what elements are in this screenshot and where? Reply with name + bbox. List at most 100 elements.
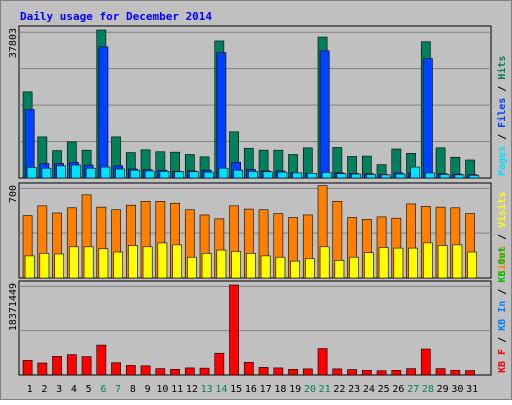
x-tick-label-16: 16 bbox=[245, 384, 257, 395]
bar-sites-day-23 bbox=[349, 256, 359, 279]
bar-sites-day-8 bbox=[128, 245, 138, 279]
bar-pages-day-28 bbox=[425, 172, 435, 179]
legend-entry-kb-f: KB F bbox=[497, 349, 508, 373]
x-tick-label-9: 9 bbox=[145, 384, 151, 395]
bar-kb-f-day-31 bbox=[465, 370, 475, 376]
x-tick-label-25: 25 bbox=[378, 384, 390, 395]
bar-pages-day-2 bbox=[41, 167, 52, 179]
bar-pages-day-23 bbox=[351, 173, 362, 179]
bar-sites-day-17 bbox=[260, 255, 271, 279]
bar-sites-day-11 bbox=[172, 244, 182, 279]
bar-pages-day-26 bbox=[395, 173, 406, 179]
bar-sites-day-22 bbox=[334, 260, 345, 279]
bar-kb-f-day-24 bbox=[361, 370, 372, 376]
bar-files-day-21 bbox=[319, 50, 330, 179]
bar-pages-day-11 bbox=[174, 171, 185, 179]
bar-kb-f-day-22 bbox=[332, 368, 343, 376]
bar-pages-day-17 bbox=[262, 171, 273, 179]
bar-pages-day-31 bbox=[469, 174, 480, 179]
legend-entry-files: Files bbox=[496, 98, 508, 128]
bar-sites-day-3 bbox=[54, 253, 65, 279]
legend-entry-visits: Visits bbox=[496, 192, 508, 228]
bar-sites-day-28 bbox=[423, 242, 433, 279]
bar-sites-day-1 bbox=[24, 255, 35, 279]
bar-sites-day-29 bbox=[437, 245, 448, 279]
x-tick-label-27: 27 bbox=[407, 384, 419, 395]
bar-kb-f-day-11 bbox=[170, 369, 180, 376]
x-tick-label-20: 20 bbox=[304, 384, 316, 395]
x-tick-label-10: 10 bbox=[156, 384, 168, 395]
bar-sites-day-2 bbox=[39, 253, 50, 279]
bar-kb-f-day-10 bbox=[155, 368, 166, 376]
bar-kb-f-day-16 bbox=[243, 361, 254, 376]
legend-separator: / bbox=[497, 228, 508, 246]
bar-kb-f-day-5 bbox=[81, 356, 92, 376]
bar-pages-day-6 bbox=[100, 166, 111, 179]
bar-files-day-6 bbox=[98, 46, 109, 179]
bar-pages-day-14 bbox=[218, 167, 229, 179]
bar-kb-f-day-9 bbox=[140, 365, 151, 376]
x-tick-label-19: 19 bbox=[289, 384, 301, 395]
bar-pages-day-16 bbox=[248, 171, 258, 179]
bar-files-day-14 bbox=[216, 52, 227, 179]
bar-sites-day-5 bbox=[83, 246, 94, 279]
bar-pages-day-7 bbox=[115, 168, 126, 179]
x-tick-label-21: 21 bbox=[319, 384, 331, 395]
bar-pages-day-21 bbox=[321, 172, 332, 179]
bar-pages-day-4 bbox=[71, 164, 81, 179]
x-tick-label-5: 5 bbox=[86, 384, 92, 395]
legend-separator: / bbox=[497, 283, 508, 301]
bar-sites-day-30 bbox=[452, 244, 463, 279]
bar-sites-day-25 bbox=[378, 247, 389, 279]
bar-kb-f-day-27 bbox=[406, 368, 416, 376]
x-tick-label-1: 1 bbox=[27, 384, 33, 395]
bar-pages-day-24 bbox=[366, 174, 376, 179]
bar-kb-f-day-25 bbox=[376, 370, 387, 376]
bar-sites-day-26 bbox=[393, 247, 404, 279]
bar-files-day-28 bbox=[423, 58, 433, 179]
bar-kb-f-day-2 bbox=[37, 362, 48, 376]
x-tick-label-28: 28 bbox=[422, 384, 434, 395]
bar-pages-day-12 bbox=[189, 171, 199, 179]
max-label-hits-files-pages: 37803 bbox=[8, 28, 19, 58]
bar-pages-day-20 bbox=[307, 173, 317, 179]
legend-entry-kb-in: KB In bbox=[497, 301, 508, 331]
bar-pages-day-18 bbox=[277, 171, 288, 179]
max-label-visits-sites: 700 bbox=[8, 185, 19, 203]
x-tick-label-4: 4 bbox=[71, 384, 77, 395]
bar-kb-f-day-3 bbox=[52, 356, 62, 376]
bar-kb-f-day-28 bbox=[420, 348, 431, 376]
x-tick-label-6: 6 bbox=[100, 384, 106, 395]
bar-pages-day-27 bbox=[410, 166, 421, 179]
bar-sites-day-12 bbox=[187, 256, 197, 279]
bar-sites-day-21 bbox=[319, 246, 330, 279]
bar-kb-f-day-29 bbox=[435, 368, 446, 376]
bar-sites-day-19 bbox=[290, 260, 300, 279]
bar-pages-day-22 bbox=[336, 173, 347, 179]
bar-sites-day-14 bbox=[216, 249, 227, 279]
bar-pages-day-25 bbox=[380, 174, 391, 179]
x-tick-label-26: 26 bbox=[392, 384, 404, 395]
x-tick-label-8: 8 bbox=[130, 384, 136, 395]
legend-hits-files-pages: Pages / Files / Hits bbox=[496, 56, 508, 176]
bar-pages-day-19 bbox=[292, 172, 303, 179]
legend-entry-hits: Hits bbox=[496, 56, 508, 80]
bar-kb-f-day-20 bbox=[302, 368, 313, 376]
legend-kb: KB F / KB In / KB Out bbox=[497, 247, 508, 373]
x-tick-label-30: 30 bbox=[451, 384, 463, 395]
bar-sites-day-13 bbox=[201, 253, 212, 279]
bar-pages-day-9 bbox=[144, 170, 155, 179]
bar-kb-f-day-4 bbox=[66, 354, 77, 376]
x-tick-label-12: 12 bbox=[186, 384, 198, 395]
x-tick-label-14: 14 bbox=[215, 384, 227, 395]
bar-pages-day-30 bbox=[454, 174, 465, 179]
bar-pages-day-1 bbox=[26, 167, 37, 179]
legend-separator: / bbox=[497, 128, 508, 146]
bar-kb-f-day-21 bbox=[317, 348, 328, 376]
bar-pages-day-15 bbox=[233, 169, 244, 179]
legend-separator: / bbox=[497, 80, 508, 98]
bar-sites-day-24 bbox=[364, 252, 374, 279]
bar-pages-day-5 bbox=[85, 167, 96, 179]
legend-entry-kb-out: KB Out bbox=[497, 247, 508, 283]
